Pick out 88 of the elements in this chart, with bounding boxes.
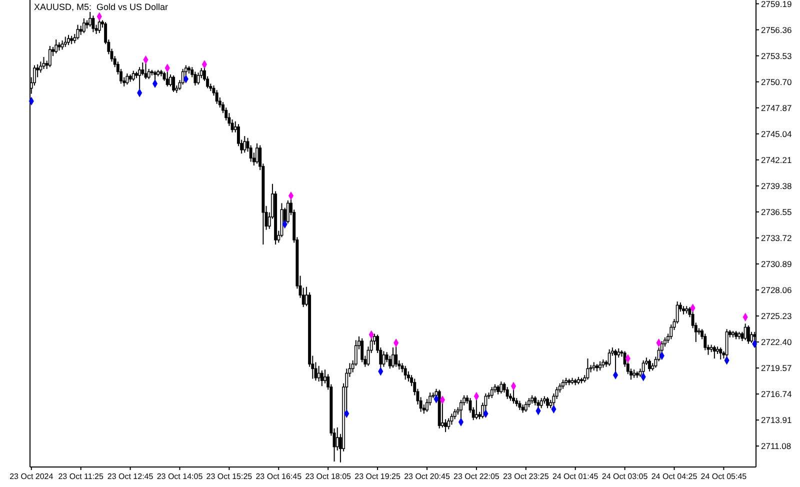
candlestick: [750, 331, 753, 344]
y-tick-label: 2725.23: [761, 310, 792, 321]
candlestick: [256, 142, 258, 164]
y-tick-label: 2728.06: [761, 284, 792, 295]
y-tick-label: 2756.36: [761, 24, 792, 35]
candlestick: [598, 360, 602, 371]
candlestick: [506, 386, 509, 400]
candlestick: [54, 39, 58, 54]
candlestick: [82, 18, 86, 34]
x-tick-label: 24 Oct 01:45: [552, 472, 599, 481]
candlestick: [243, 136, 246, 154]
candlestick: [404, 365, 407, 380]
y-tick-label: 2759.19: [761, 0, 792, 9]
candlestick: [317, 365, 320, 382]
candlestick: [79, 25, 82, 36]
candlestick: [388, 355, 392, 370]
candlestick: [196, 72, 200, 86]
x-tick-label: 23 Oct 22:05: [454, 472, 500, 481]
candlestick: [704, 333, 707, 351]
y-tick-label: 2711.08: [761, 441, 792, 452]
candlestick: [546, 396, 550, 409]
candlestick: [562, 379, 564, 390]
x-tick-label: 23 Oct 19:25: [354, 472, 401, 481]
y-tick-label: 2736.55: [761, 206, 792, 217]
candlestick: [168, 74, 172, 87]
x-tick-label: 23 Oct 14:05: [156, 472, 204, 481]
y-tick-label: 2730.89: [761, 258, 792, 269]
candlestick: [320, 370, 324, 387]
candlestick: [360, 338, 364, 363]
candlestick: [712, 345, 716, 360]
candlestick: [744, 323, 747, 341]
x-tick-label: 24 Oct 03:05: [602, 472, 648, 481]
x-tick-label: 23 Oct 16:45: [256, 472, 302, 481]
x-tick-label: 23 Oct 11:25: [58, 472, 104, 481]
y-tick-label: 2750.70: [761, 76, 792, 87]
x-tick-label: 23 Oct 2024: [10, 472, 54, 481]
x-tick-label: 23 Oct 18:05: [305, 472, 352, 481]
y-tick-label: 2733.72: [761, 232, 792, 243]
x-tick-label: 24 Oct 04:25: [651, 472, 698, 481]
y-tick-label: 2719.57: [761, 362, 792, 373]
candlestick: [496, 384, 500, 395]
candlestick: [60, 40, 64, 50]
y-tick-label: 2745.04: [761, 128, 792, 139]
candlestick: [126, 73, 129, 86]
candlestick: [132, 70, 135, 82]
x-tick-label: 23 Oct 23:25: [502, 472, 550, 481]
candlestick: [286, 200, 290, 224]
candlestick: [524, 401, 528, 412]
y-tick-label: 2739.38: [761, 180, 792, 191]
y-tick-label: 2716.74: [761, 388, 792, 399]
candlestick: [141, 62, 144, 76]
y-tick-label: 2747.87: [761, 102, 792, 113]
y-tick-label: 2742.21: [761, 154, 792, 165]
candlestick: [450, 413, 454, 426]
candlestick: [719, 346, 722, 360]
x-tick-label: 24 Oct 05:45: [700, 472, 748, 481]
candlestick: [48, 45, 52, 68]
y-tick-label: 2722.40: [761, 336, 792, 347]
candlestick: [66, 34, 70, 46]
candlestick: [392, 346, 394, 368]
candlestick: [586, 358, 590, 380]
candlestick: [39, 61, 42, 74]
x-tick-label: 23 Oct 12:45: [107, 472, 154, 481]
chart-title: XAUUSD, M5: Gold vs US Dollar: [34, 2, 168, 12]
candlestick: [648, 358, 652, 372]
candlestick: [617, 348, 620, 358]
candlestick: [194, 71, 197, 86]
candlestick: [540, 398, 543, 409]
candlestick: [490, 386, 494, 399]
candlestick: [608, 348, 611, 366]
candlestick: [447, 418, 450, 430]
candlestick: [336, 426, 339, 451]
candlestick: [518, 400, 522, 411]
candlestick: [215, 90, 218, 104]
y-tick-label: 2713.91: [761, 415, 792, 425]
x-tick-label: 23 Oct 15:25: [206, 472, 253, 481]
candlestick: [382, 350, 386, 368]
x-tick-label: 23 Oct 20:45: [404, 472, 450, 481]
candlestick: [88, 11, 92, 28]
y-tick-label: 2753.53: [761, 50, 792, 61]
candlestick: [172, 74, 176, 92]
candlestick: [92, 15, 95, 33]
candlestick: [528, 398, 530, 408]
candlestick: [746, 324, 750, 344]
candlestick: [534, 396, 537, 406]
candlestick: [64, 36, 67, 48]
candlestick: [500, 381, 503, 394]
candlestick: [324, 369, 326, 384]
